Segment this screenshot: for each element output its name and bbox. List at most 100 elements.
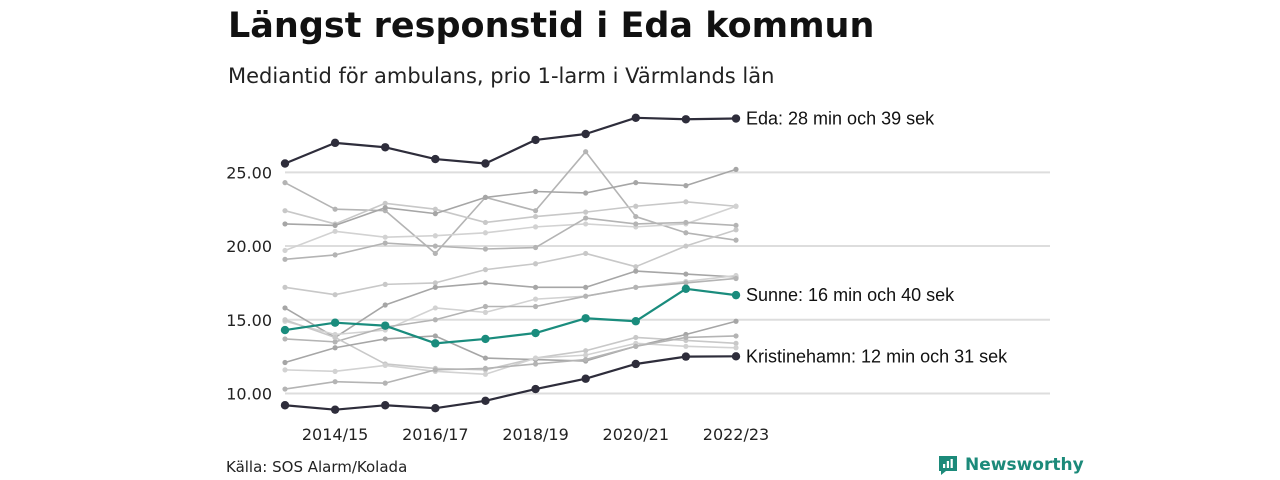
data-point-sunne — [531, 328, 540, 338]
data-point-sunne — [330, 318, 340, 327]
data-point-eda — [481, 159, 490, 168]
data-point-kristinehamn — [431, 404, 440, 413]
data-point — [532, 355, 539, 361]
data-point — [683, 243, 689, 249]
data-point — [282, 359, 288, 366]
data-point — [583, 209, 589, 215]
data-point-kristinehamn — [481, 396, 490, 406]
data-point-kristinehamn — [531, 384, 540, 394]
data-point-kristinehamn — [681, 352, 691, 361]
data-point — [683, 199, 689, 205]
y-tick-label: 20.00 — [226, 237, 272, 256]
data-point — [633, 284, 639, 290]
data-point — [332, 252, 338, 258]
data-point — [532, 188, 539, 195]
data-point — [633, 343, 639, 349]
data-point — [482, 246, 489, 252]
series-line — [284, 320, 737, 364]
series-line — [284, 168, 737, 227]
series-line — [284, 335, 737, 390]
data-point — [282, 256, 288, 262]
series-line-eda — [284, 116, 737, 165]
data-point-sunne — [481, 334, 490, 344]
series-label-kristinehamn: Kristinehamn: 12 min och 31 sek — [746, 346, 1008, 366]
data-point — [332, 228, 338, 234]
data-point — [332, 206, 338, 212]
data-point — [633, 213, 639, 220]
data-point — [532, 361, 539, 367]
data-point — [733, 333, 739, 339]
x-tick-label: 2016/17 — [402, 425, 468, 444]
x-tick-label: 2020/21 — [603, 425, 669, 444]
data-point — [683, 219, 689, 226]
data-point — [282, 367, 288, 373]
series-line-sunne — [284, 287, 737, 345]
data-point — [282, 386, 288, 392]
data-point-sunne — [631, 317, 640, 326]
data-point — [432, 243, 438, 249]
data-point — [583, 149, 589, 155]
data-point — [282, 284, 288, 290]
data-point — [683, 183, 689, 189]
data-point — [683, 334, 689, 341]
data-point-eda — [681, 115, 691, 124]
data-point-sunne — [681, 284, 691, 293]
data-point — [332, 339, 338, 345]
data-point — [332, 222, 338, 229]
data-point-eda — [531, 135, 540, 145]
y-tick-label: 15.00 — [226, 311, 272, 330]
data-point — [633, 334, 639, 341]
data-point — [482, 355, 489, 361]
x-tick-label: 2022/23 — [703, 425, 769, 444]
data-point — [733, 222, 739, 229]
data-point — [532, 244, 539, 251]
bar-chart-icon — [939, 456, 957, 475]
data-point — [532, 296, 539, 302]
data-point-kristinehamn — [381, 401, 390, 410]
data-point-eda — [280, 159, 290, 168]
series-line — [284, 270, 737, 339]
data-point-sunne — [581, 314, 590, 323]
data-point — [482, 194, 489, 200]
data-point — [282, 247, 288, 254]
series-line — [284, 217, 737, 261]
data-point — [583, 352, 589, 358]
data-point-sunne — [280, 325, 290, 335]
series-line — [284, 277, 737, 343]
data-point — [733, 340, 739, 346]
series-line — [284, 150, 737, 255]
data-point — [683, 271, 689, 277]
data-point — [432, 250, 438, 257]
data-point-sunne — [381, 321, 390, 330]
series-line-kristinehamn — [284, 355, 737, 411]
data-point-kristinehamn — [581, 374, 590, 383]
series-label-eda: Eda: 28 min och 39 sek — [746, 109, 935, 129]
data-point — [482, 303, 489, 310]
data-point — [733, 237, 739, 243]
source-note: Källa: SOS Alarm/Kolada — [226, 458, 408, 476]
data-point — [382, 302, 388, 308]
data-point — [633, 203, 639, 209]
data-point — [382, 205, 388, 211]
data-point-eda — [731, 114, 741, 123]
data-point — [432, 305, 438, 311]
data-point — [482, 309, 489, 315]
data-point-eda — [330, 138, 340, 148]
data-point — [532, 284, 539, 290]
data-point — [733, 227, 739, 233]
data-point — [683, 230, 689, 236]
data-point — [382, 336, 388, 342]
data-point-kristinehamn — [631, 359, 640, 369]
data-point — [432, 284, 438, 290]
data-point — [683, 343, 689, 349]
data-point — [432, 206, 438, 212]
data-point — [482, 219, 489, 226]
data-point — [583, 293, 589, 299]
data-point — [482, 371, 489, 377]
x-tick-label: 2018/19 — [502, 425, 568, 444]
x-tick-label: 2014/15 — [302, 425, 368, 444]
data-point — [432, 367, 438, 373]
data-point — [482, 267, 489, 273]
data-point — [733, 275, 739, 282]
data-point — [382, 380, 388, 386]
